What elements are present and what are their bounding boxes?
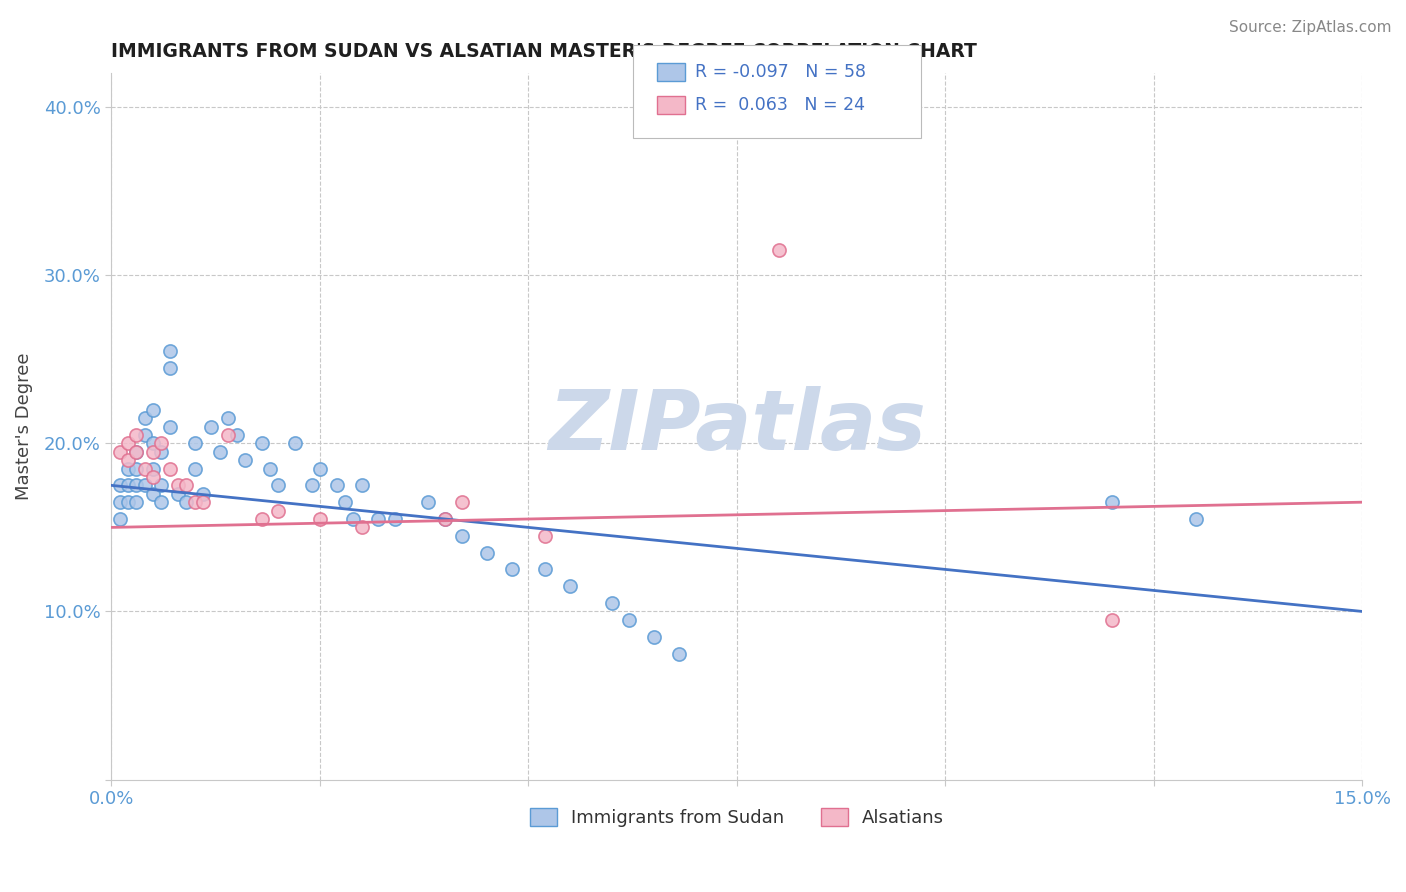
Text: R = -0.097   N = 58: R = -0.097 N = 58: [695, 63, 866, 81]
Point: [167, 487, 190, 501]
Point: [200, 419, 222, 434]
Point: [259, 461, 281, 475]
Point: [475, 546, 498, 560]
Point: [134, 478, 156, 492]
Point: [325, 478, 347, 492]
Legend: Immigrants from Sudan, Alsatians: Immigrants from Sudan, Alsatians: [523, 800, 952, 834]
Point: [250, 436, 273, 450]
Point: [167, 478, 190, 492]
Point: [191, 487, 214, 501]
Point: [117, 453, 139, 467]
Point: [117, 436, 139, 450]
Point: [150, 495, 173, 509]
Point: [150, 444, 173, 458]
Point: [117, 495, 139, 509]
Point: [159, 419, 181, 434]
Point: [225, 428, 247, 442]
Point: [600, 596, 623, 610]
Point: [176, 478, 198, 492]
Point: [134, 411, 156, 425]
Point: [125, 495, 148, 509]
Point: [267, 478, 290, 492]
Point: [350, 478, 373, 492]
Point: [233, 453, 256, 467]
Point: [142, 470, 165, 484]
Point: [134, 428, 156, 442]
Point: [1101, 613, 1123, 627]
Point: [159, 360, 181, 375]
Point: [1184, 512, 1206, 526]
Point: [159, 343, 181, 358]
Text: Source: ZipAtlas.com: Source: ZipAtlas.com: [1229, 20, 1392, 35]
Point: [217, 428, 239, 442]
Point: [184, 461, 207, 475]
Point: [384, 512, 406, 526]
Point: [418, 495, 440, 509]
Y-axis label: Master's Degree: Master's Degree: [15, 352, 32, 500]
Point: [534, 562, 557, 576]
Point: [125, 444, 148, 458]
Point: [142, 444, 165, 458]
Point: [768, 243, 790, 257]
Point: [501, 562, 523, 576]
Point: [217, 411, 239, 425]
Point: [176, 495, 198, 509]
Point: [108, 512, 131, 526]
Point: [125, 428, 148, 442]
Point: [309, 512, 332, 526]
Point: [208, 444, 231, 458]
Point: [117, 461, 139, 475]
Point: [434, 512, 457, 526]
Point: [125, 444, 148, 458]
Point: [284, 436, 307, 450]
Point: [142, 487, 165, 501]
Point: [250, 512, 273, 526]
Point: [134, 461, 156, 475]
Point: [125, 461, 148, 475]
Text: ZIPatlas: ZIPatlas: [548, 386, 927, 467]
Point: [617, 613, 640, 627]
Point: [150, 436, 173, 450]
Point: [434, 512, 457, 526]
Point: [108, 495, 131, 509]
Point: [108, 444, 131, 458]
Point: [142, 402, 165, 417]
Point: [184, 495, 207, 509]
Point: [301, 478, 323, 492]
Point: [108, 478, 131, 492]
Point: [117, 478, 139, 492]
Point: [560, 579, 582, 593]
Point: [367, 512, 389, 526]
Point: [350, 520, 373, 534]
Point: [191, 495, 214, 509]
Point: [309, 461, 332, 475]
Point: [159, 461, 181, 475]
Point: [1101, 495, 1123, 509]
Point: [668, 647, 690, 661]
Point: [150, 478, 173, 492]
Point: [534, 529, 557, 543]
Point: [125, 478, 148, 492]
Point: [142, 461, 165, 475]
Point: [450, 529, 472, 543]
Point: [142, 436, 165, 450]
Point: [333, 495, 356, 509]
Point: [450, 495, 472, 509]
Text: IMMIGRANTS FROM SUDAN VS ALSATIAN MASTER'S DEGREE CORRELATION CHART: IMMIGRANTS FROM SUDAN VS ALSATIAN MASTER…: [111, 42, 977, 61]
Point: [342, 512, 364, 526]
Text: R =  0.063   N = 24: R = 0.063 N = 24: [695, 96, 865, 114]
Point: [643, 630, 665, 644]
Point: [184, 436, 207, 450]
Point: [267, 503, 290, 517]
